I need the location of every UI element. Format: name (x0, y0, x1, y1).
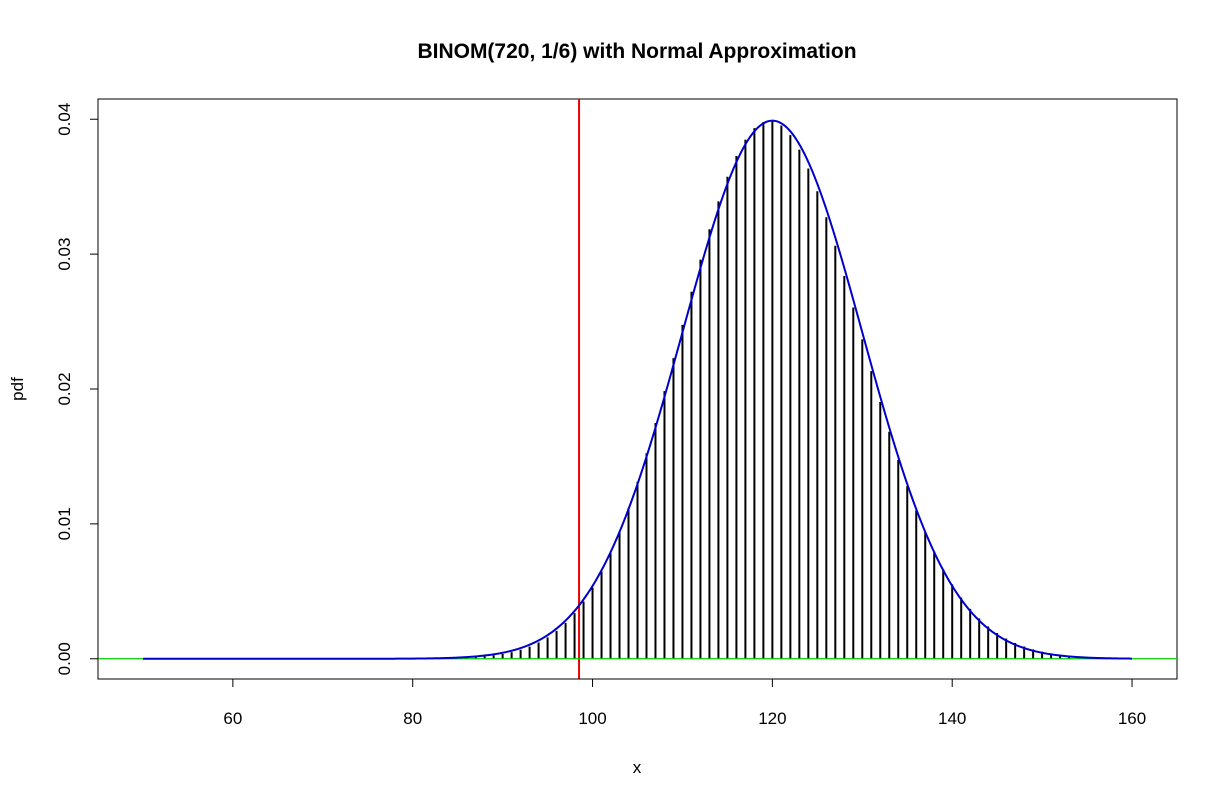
y-tick-label: 0.03 (55, 238, 74, 271)
binomial-bars (285, 121, 1134, 659)
x-axis-label: x (633, 758, 642, 777)
x-tick-label: 100 (578, 709, 606, 728)
x-tick-label: 120 (758, 709, 786, 728)
x-axis: 60 80 100 120 140 160 (223, 678, 1146, 728)
x-tick-label: 60 (223, 709, 242, 728)
y-axis-label: pdf (8, 377, 27, 401)
normal-curve (142, 119, 1133, 660)
y-axis: 0.00 0.01 0.02 0.03 0.04 (55, 103, 99, 675)
normal-curve-group (142, 119, 1133, 660)
y-tick-label: 0.04 (55, 103, 74, 136)
x-tick-label: 160 (1118, 709, 1146, 728)
x-tick-label: 80 (403, 709, 422, 728)
x-tick-label: 140 (938, 709, 966, 728)
y-tick-label: 0.02 (55, 372, 74, 405)
y-tick-label: 0.01 (55, 507, 74, 540)
y-tick-label: 0.00 (55, 642, 74, 675)
chart-title: BINOM(720, 1/6) with Normal Approximatio… (417, 40, 856, 63)
